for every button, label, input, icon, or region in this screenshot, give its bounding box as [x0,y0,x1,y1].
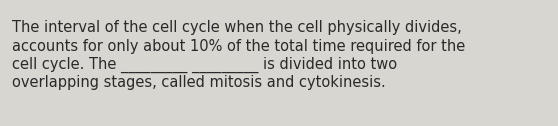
Text: The interval of the cell cycle when the cell physically divides,: The interval of the cell cycle when the … [12,20,462,35]
Text: accounts for only about 10% of the total time required for the: accounts for only about 10% of the total… [12,39,465,54]
Text: cell cycle. The _________ _________ is divided into two: cell cycle. The _________ _________ is d… [12,57,397,73]
Text: overlapping stages, called mitosis and cytokinesis.: overlapping stages, called mitosis and c… [12,75,386,90]
